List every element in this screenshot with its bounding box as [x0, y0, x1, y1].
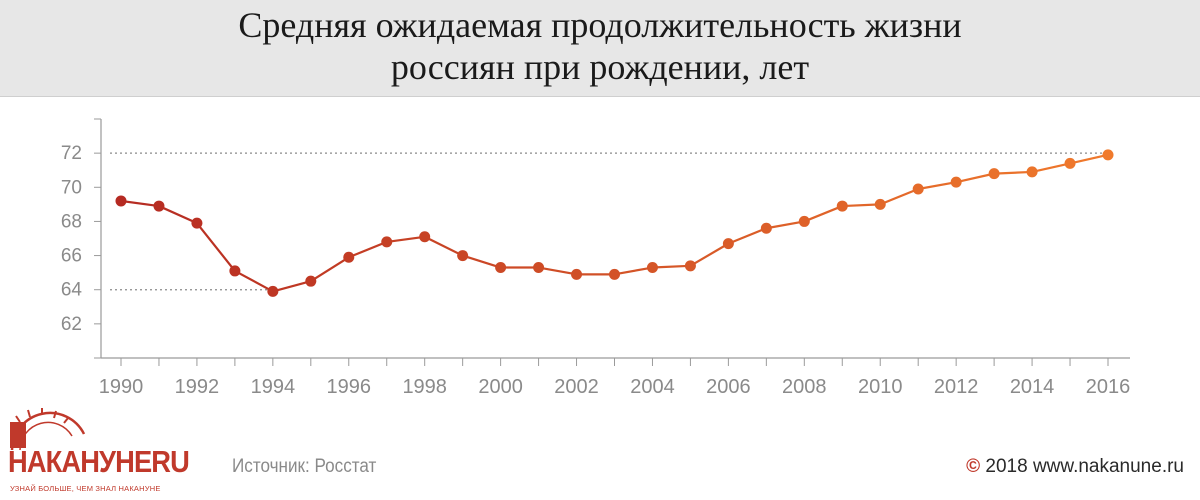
- series-line-segment: [195, 222, 236, 273]
- series-line-segment: [537, 266, 578, 276]
- reference-lines: [110, 152, 1110, 291]
- x-tick-label: 2016: [1086, 376, 1131, 398]
- series-line-segment: [993, 170, 1034, 175]
- series-line-segment: [157, 204, 199, 225]
- series-line-segment: [423, 235, 464, 257]
- y-tick-label: 64: [61, 280, 83, 301]
- data-point: [722, 238, 734, 250]
- x-tick-label: 2010: [858, 376, 903, 398]
- x-tick-label: 1996: [327, 376, 372, 398]
- data-point: [305, 275, 317, 287]
- x-tick-label: 2000: [478, 376, 523, 398]
- series-line-segment: [917, 181, 958, 191]
- y-tick-label: 70: [61, 177, 82, 198]
- x-tick-label: 2004: [630, 376, 675, 398]
- data-point: [646, 262, 658, 274]
- chart-title-line1: Средняя ожидаемая продолжительность жизн…: [238, 5, 962, 45]
- series-line-segment: [271, 280, 312, 293]
- data-point: [1064, 157, 1076, 169]
- site-logo[interactable]: НАКАНУНЕRU УЗНАЙ БОЛЬШЕ, ЧЕМ ЗНАЛ НАКАНУ…: [6, 404, 216, 496]
- data-point: [495, 262, 507, 274]
- series-line: [119, 153, 1110, 293]
- series-line-segment: [841, 203, 882, 208]
- copyright-note[interactable]: © 2018 www.nakanune.ru: [966, 456, 1184, 478]
- data-point: [684, 260, 696, 272]
- series-line-segment: [461, 254, 502, 269]
- y-tick-label: 66: [61, 246, 82, 267]
- data-point: [1026, 166, 1038, 178]
- x-tick-label: 1992: [175, 376, 220, 398]
- y-axis-ticks: 62 64 66 68 70 72: [61, 143, 83, 335]
- data-point: [609, 268, 620, 280]
- logo-tagline: УЗНАЙ БОЛЬШЕ, ЧЕМ ЗНАЛ НАКАНУНЕ: [10, 484, 161, 493]
- line-chart: 62 64 66 68 70 72 1990 1992 1994 1996 1998 2000 200…: [61, 118, 1131, 398]
- x-axis-ticks: 1990 1992 1994 1996 1998 2000 2002 2004 2006 2008…: [99, 358, 1131, 398]
- data-point: [381, 236, 393, 248]
- series-line-segment: [803, 204, 844, 223]
- series-line-segment: [347, 240, 388, 259]
- y-tick-label: 72: [61, 143, 82, 164]
- data-point: [267, 285, 279, 297]
- chart-title-line2: россиян при рождении, лет: [390, 47, 810, 87]
- x-tick-label: 2014: [1010, 376, 1055, 398]
- data-point: [571, 268, 583, 280]
- series-line-segment: [651, 264, 692, 269]
- series-line-segment: [1068, 153, 1110, 165]
- copyright-symbol: ©: [966, 456, 981, 477]
- data-point: [191, 217, 203, 229]
- x-tick-label: 1998: [402, 376, 447, 398]
- data-point: [874, 198, 886, 210]
- series-line-segment: [385, 235, 426, 244]
- data-point: [836, 200, 848, 212]
- series-line-segment: [727, 227, 768, 245]
- data-point: [798, 215, 810, 227]
- data-point: [229, 265, 241, 277]
- clock-sun-icon: [10, 408, 86, 451]
- series-points: [115, 149, 1114, 297]
- y-tick-label: 68: [61, 211, 82, 232]
- data-point: [760, 222, 772, 234]
- x-tick-label: 1994: [251, 376, 296, 398]
- logo-name: НАКАНУНЕRU: [8, 444, 190, 479]
- series-line-segment: [879, 187, 920, 206]
- x-tick-label: 2008: [782, 376, 827, 398]
- series-line-segment: [689, 242, 730, 267]
- data-point: [343, 251, 355, 263]
- copyright-text: 2018 www.nakanune.ru: [985, 456, 1184, 477]
- source-note: Источник: Росстат: [232, 456, 377, 477]
- series-line-segment: [119, 199, 161, 208]
- data-point: [912, 183, 924, 195]
- series-line-segment: [233, 269, 274, 293]
- x-tick-label: 1990: [99, 376, 144, 398]
- series-line-segment: [309, 256, 350, 283]
- series-line-segment: [1030, 162, 1072, 174]
- data-point: [533, 262, 545, 274]
- data-point: [115, 195, 127, 207]
- data-point: [153, 200, 165, 212]
- data-point: [950, 176, 962, 188]
- series-line-segment: [765, 220, 806, 230]
- series-line-segment: [955, 172, 996, 184]
- data-point: [419, 231, 431, 243]
- series-line-segment: [613, 266, 654, 276]
- x-tick-label: 2002: [554, 376, 599, 398]
- data-point: [1102, 149, 1114, 161]
- chart-axes: [94, 118, 1130, 359]
- x-tick-label: 2006: [706, 376, 751, 398]
- data-point: [988, 168, 1000, 180]
- chart-header: Средняя ожидаемая продолжительность жизн…: [0, 0, 1200, 97]
- x-tick-label: 2012: [934, 376, 979, 398]
- y-tick-label: 62: [61, 314, 82, 335]
- data-point: [457, 250, 469, 262]
